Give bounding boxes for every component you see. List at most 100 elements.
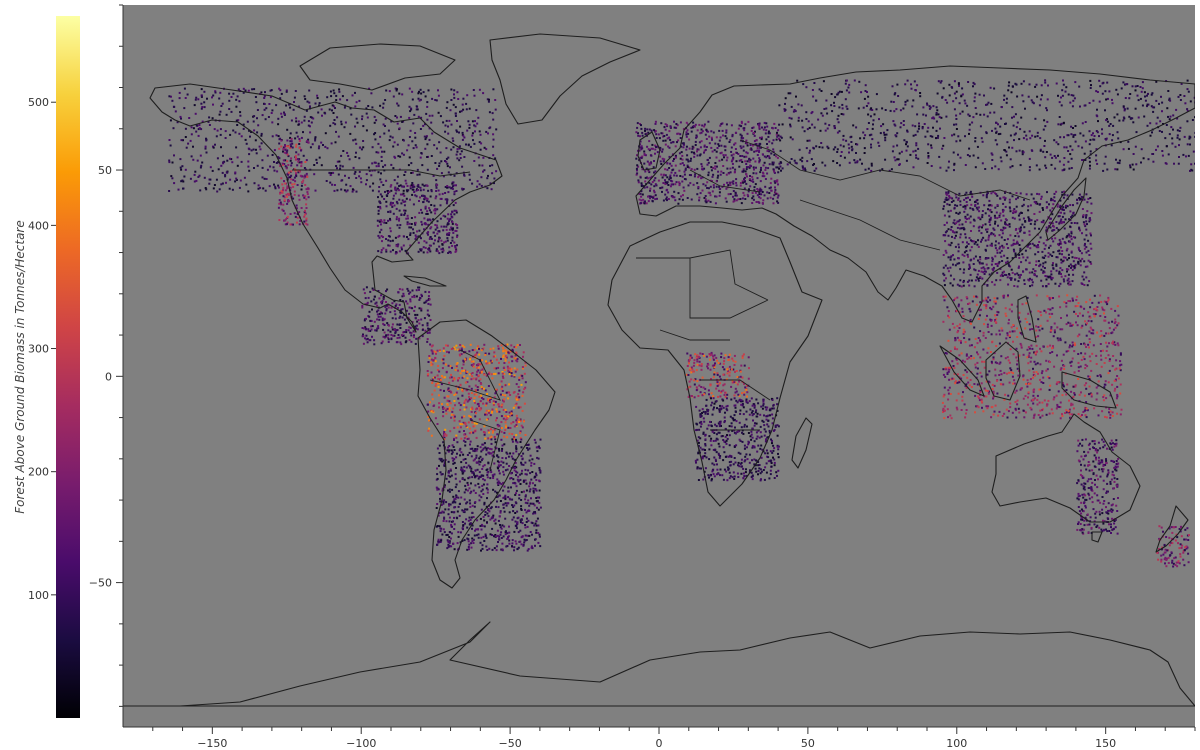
biomass-pixel bbox=[423, 135, 426, 138]
biomass-pixel bbox=[429, 419, 432, 422]
biomass-pixel bbox=[458, 480, 461, 483]
biomass-pixel bbox=[296, 213, 299, 215]
biomass-pixel bbox=[642, 198, 645, 201]
biomass-pixel bbox=[306, 176, 309, 178]
biomass-pixel bbox=[493, 367, 496, 370]
biomass-pixel bbox=[774, 426, 777, 428]
biomass-pixel bbox=[767, 132, 770, 135]
biomass-pixel bbox=[480, 394, 483, 397]
biomass-pixel bbox=[1024, 107, 1026, 110]
biomass-pixel bbox=[522, 480, 525, 483]
biomass-pixel bbox=[286, 217, 289, 219]
biomass-pixel bbox=[390, 338, 393, 341]
biomass-pixel bbox=[280, 112, 283, 115]
biomass-pixel bbox=[498, 472, 501, 475]
biomass-pixel bbox=[436, 369, 439, 371]
biomass-pixel bbox=[263, 103, 266, 105]
biomass-pixel bbox=[199, 154, 202, 157]
biomass-pixel bbox=[221, 102, 224, 105]
biomass-pixel bbox=[656, 145, 659, 148]
biomass-pixel bbox=[414, 316, 417, 319]
biomass-pixel bbox=[723, 394, 726, 396]
biomass-pixel bbox=[374, 132, 377, 134]
biomass-pixel bbox=[516, 441, 519, 444]
biomass-pixel bbox=[482, 493, 485, 495]
biomass-pixel bbox=[486, 483, 489, 486]
biomass-pixel bbox=[776, 166, 779, 169]
biomass-pixel bbox=[1150, 105, 1153, 108]
biomass-pixel bbox=[639, 123, 641, 125]
biomass-pixel bbox=[530, 478, 533, 481]
biomass-pixel bbox=[686, 129, 689, 132]
biomass-pixel bbox=[670, 183, 673, 186]
biomass-pixel bbox=[465, 143, 467, 146]
biomass-pixel bbox=[725, 408, 728, 411]
biomass-pixel bbox=[434, 197, 437, 200]
biomass-pixel bbox=[437, 385, 440, 388]
biomass-pixel bbox=[704, 449, 706, 451]
biomass-pixel bbox=[314, 102, 317, 105]
biomass-pixel bbox=[713, 432, 716, 434]
biomass-pixel bbox=[534, 441, 537, 444]
biomass-pixel bbox=[467, 484, 470, 486]
biomass-pixel bbox=[171, 177, 174, 180]
biomass-pixel bbox=[435, 507, 438, 509]
biomass-pixel bbox=[518, 497, 521, 500]
biomass-pixel bbox=[651, 200, 654, 203]
biomass-pixel bbox=[461, 478, 464, 480]
biomass-pixel bbox=[490, 452, 493, 455]
biomass-pixel bbox=[523, 402, 526, 405]
biomass-pixel bbox=[503, 372, 506, 375]
biomass-pixel bbox=[306, 191, 309, 194]
biomass-pixel bbox=[718, 409, 721, 412]
biomass-pixel bbox=[182, 139, 184, 142]
biomass-pixel bbox=[375, 329, 378, 332]
biomass-pixel bbox=[336, 189, 339, 192]
biomass-pixel bbox=[722, 172, 725, 174]
biomass-pixel bbox=[235, 179, 238, 181]
biomass-pixel bbox=[282, 203, 285, 206]
biomass-pixel bbox=[698, 360, 701, 363]
biomass-pixel bbox=[756, 154, 759, 156]
biomass-pixel bbox=[1063, 146, 1066, 149]
biomass-pixel bbox=[528, 459, 531, 462]
biomass-pixel bbox=[452, 139, 455, 142]
biomass-pixel bbox=[772, 407, 775, 410]
biomass-pixel bbox=[638, 192, 641, 195]
biomass-pixel bbox=[318, 102, 321, 105]
biomass-pixel bbox=[662, 135, 665, 138]
biomass-pixel bbox=[725, 129, 728, 132]
biomass-pixel bbox=[285, 218, 287, 221]
biomass-pixel bbox=[448, 381, 451, 384]
biomass-pixel bbox=[732, 471, 735, 474]
biomass-pixel bbox=[389, 201, 392, 204]
biomass-pixel bbox=[731, 379, 734, 382]
biomass-pixel bbox=[400, 343, 403, 346]
biomass-pixel bbox=[715, 425, 718, 428]
biomass-pixel bbox=[484, 437, 487, 440]
biomass-pixel bbox=[761, 126, 763, 129]
biomass-pixel bbox=[724, 435, 727, 438]
biomass-pixel bbox=[721, 405, 724, 408]
biomass-pixel bbox=[497, 484, 500, 486]
biomass-pixel bbox=[487, 417, 489, 420]
biomass-pixel bbox=[527, 548, 530, 551]
biomass-pixel bbox=[758, 157, 761, 160]
biomass-pixel bbox=[414, 313, 417, 316]
biomass-pixel bbox=[704, 184, 707, 187]
biomass-pixel bbox=[438, 394, 440, 397]
biomass-pixel bbox=[749, 469, 751, 472]
biomass-pixel bbox=[168, 159, 171, 162]
biomass-pixel bbox=[468, 178, 471, 181]
biomass-pixel bbox=[488, 352, 491, 355]
biomass-pixel bbox=[740, 458, 743, 461]
biomass-pixel bbox=[205, 188, 208, 191]
biomass-pixel bbox=[502, 350, 505, 353]
biomass-pixel bbox=[511, 414, 514, 417]
biomass-pixel bbox=[410, 107, 413, 110]
biomass-pixel bbox=[295, 131, 298, 134]
biomass-pixel bbox=[511, 498, 514, 501]
biomass-pixel bbox=[855, 143, 857, 146]
biomass-pixel bbox=[674, 164, 677, 167]
biomass-pixel bbox=[236, 164, 239, 167]
